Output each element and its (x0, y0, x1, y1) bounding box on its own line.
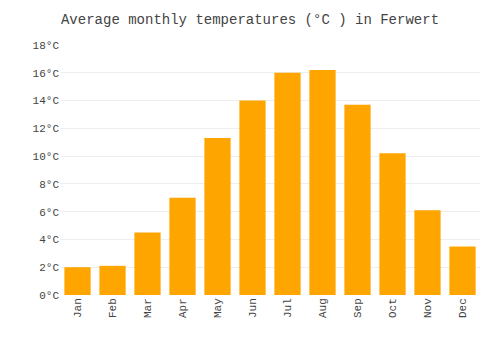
svg-text:0°C: 0°C (39, 290, 59, 302)
svg-text:Mar: Mar (142, 298, 154, 318)
svg-text:May: May (212, 298, 224, 318)
svg-text:10°C: 10°C (33, 151, 60, 163)
svg-text:6°C: 6°C (39, 207, 59, 219)
svg-text:Feb: Feb (107, 298, 119, 318)
svg-text:Dec: Dec (457, 298, 469, 318)
svg-text:2°C: 2°C (39, 262, 59, 274)
svg-text:Jan: Jan (72, 298, 84, 318)
svg-text:Nov: Nov (422, 298, 434, 318)
svg-text:Jul: Jul (282, 298, 294, 318)
svg-text:Aug: Aug (317, 298, 329, 318)
svg-text:4°C: 4°C (39, 234, 59, 246)
svg-text:16°C: 16°C (33, 68, 60, 80)
svg-text:Jun: Jun (247, 298, 259, 318)
svg-text:12°C: 12°C (33, 123, 60, 135)
svg-text:8°C: 8°C (39, 179, 59, 191)
svg-text:18°C: 18°C (33, 40, 60, 52)
svg-text:Average monthly temperatures (: Average monthly temperatures (°C ) in Fe… (61, 12, 439, 28)
svg-text:Apr: Apr (177, 298, 189, 318)
svg-text:Oct: Oct (387, 298, 399, 318)
svg-text:Sep: Sep (352, 298, 364, 318)
svg-text:14°C: 14°C (33, 95, 60, 107)
